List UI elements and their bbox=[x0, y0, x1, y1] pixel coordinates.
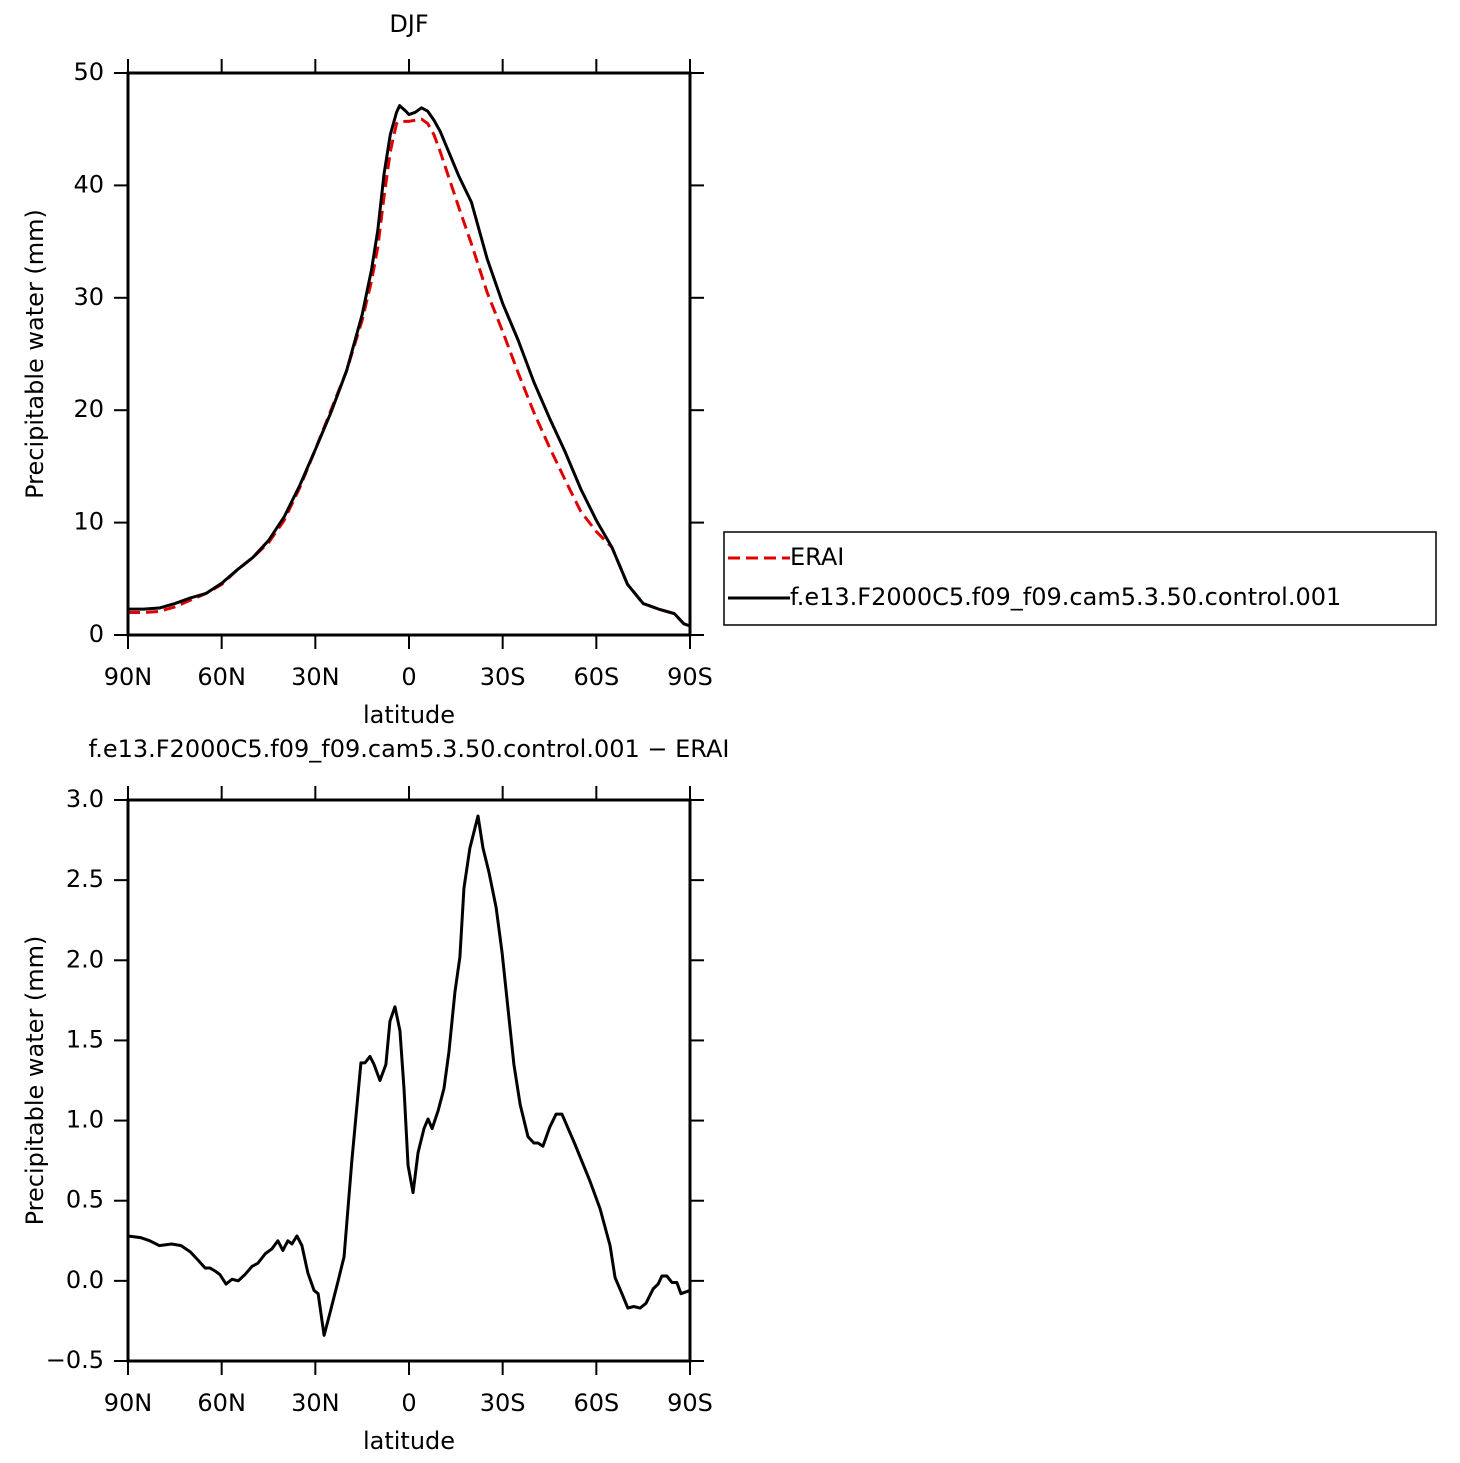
x-tick-label: 60N bbox=[197, 663, 246, 691]
x-tick-label: 0 bbox=[401, 1389, 416, 1417]
y-tick-label: 2.0 bbox=[66, 945, 104, 973]
y-axis-label: Precipitable water (mm) bbox=[21, 209, 49, 499]
legend-label: f.e13.F2000C5.f09_f09.cam5.3.50.control.… bbox=[790, 583, 1341, 611]
x-tick-label: 30S bbox=[480, 1389, 526, 1417]
x-axis-label: latitude bbox=[363, 701, 455, 729]
chart-title: f.e13.F2000C5.f09_f09.cam5.3.50.control.… bbox=[88, 735, 729, 763]
x-tick-label: 90N bbox=[104, 663, 153, 691]
x-tick-label: 30N bbox=[291, 663, 340, 691]
legend-box bbox=[723, 531, 1437, 626]
y-axis-label: Precipitable water (mm) bbox=[21, 936, 49, 1226]
x-tick-label: 0 bbox=[401, 663, 416, 691]
y-tick-label: 30 bbox=[73, 283, 104, 311]
y-tick-label: 20 bbox=[73, 395, 104, 423]
x-tick-label: 60N bbox=[197, 1389, 246, 1417]
legend-label: ERAI bbox=[790, 543, 844, 571]
x-tick-label: 30N bbox=[291, 1389, 340, 1417]
data-line bbox=[127, 814, 691, 1337]
plot-frame bbox=[126, 798, 692, 1363]
x-tick-label: 30S bbox=[480, 663, 526, 691]
y-tick-label: 1.5 bbox=[66, 1025, 104, 1053]
y-tick-label: 0.5 bbox=[66, 1186, 104, 1214]
x-tick-label: 90N bbox=[104, 1389, 153, 1417]
y-tick-label: 40 bbox=[73, 170, 104, 198]
x-axis-label: latitude bbox=[363, 1427, 455, 1455]
y-tick-label: 2.5 bbox=[66, 865, 104, 893]
x-tick-label: 60S bbox=[573, 1389, 619, 1417]
y-tick-label: 50 bbox=[73, 58, 104, 86]
x-tick-label: 90S bbox=[667, 1389, 713, 1417]
y-tick-label: 3.0 bbox=[66, 785, 104, 813]
y-tick-label: 1.0 bbox=[66, 1106, 104, 1134]
plot-frame bbox=[126, 71, 692, 637]
data-line bbox=[128, 104, 691, 628]
data-line bbox=[128, 117, 691, 628]
y-tick-label: 0.0 bbox=[66, 1266, 104, 1294]
chart-title: DJF bbox=[389, 10, 428, 38]
x-tick-label: 90S bbox=[667, 663, 713, 691]
y-tick-label: 10 bbox=[73, 508, 104, 536]
x-tick-label: 60S bbox=[573, 663, 619, 691]
y-tick-label: −0.5 bbox=[46, 1346, 104, 1374]
y-tick-label: 0 bbox=[89, 620, 104, 648]
